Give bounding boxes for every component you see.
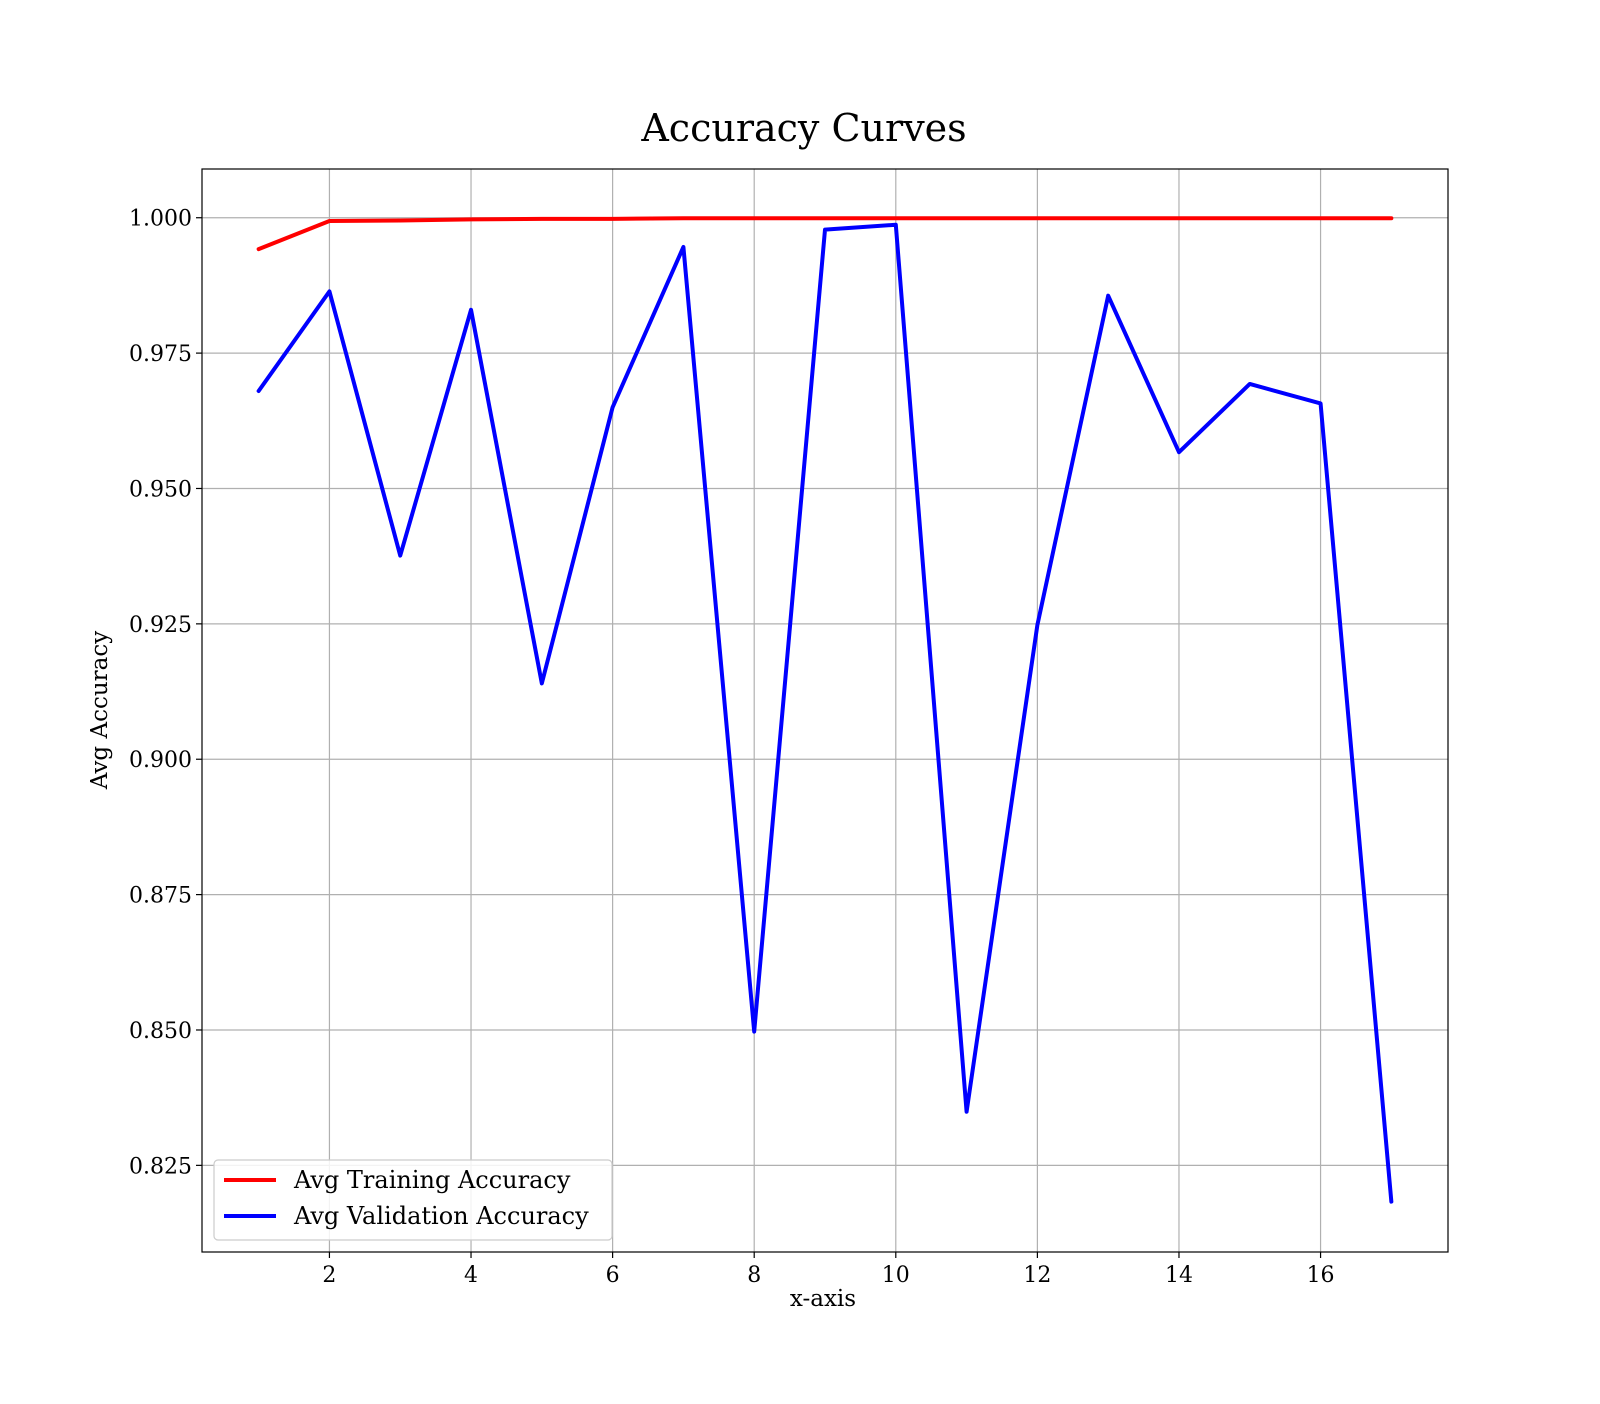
x-tick-label: 8 <box>747 1263 761 1288</box>
y-tick-label: 0.900 <box>129 748 192 773</box>
x-tick-label: 14 <box>1165 1263 1193 1288</box>
legend-box <box>213 1159 613 1241</box>
x-tick-label: 12 <box>1023 1263 1051 1288</box>
plot-frame <box>201 168 1449 1253</box>
y-tick-label: 0.875 <box>129 884 192 909</box>
x-tick-label: 4 <box>464 1263 478 1288</box>
series-line-training <box>256 216 1394 252</box>
y-tick-label: 0.950 <box>129 477 192 502</box>
legend-label: Avg Training Accuracy <box>293 1166 571 1194</box>
x-axis-label: x-axis <box>790 1286 856 1312</box>
x-tick-label: 10 <box>882 1263 910 1288</box>
y-tick-label: 1.000 <box>129 207 192 232</box>
series-lines <box>256 216 1394 1204</box>
series-line-validation <box>256 222 1394 1204</box>
legend-label: Avg Validation Accuracy <box>293 1202 589 1230</box>
y-tick-label: 0.925 <box>129 613 192 638</box>
x-tick-label: 16 <box>1307 1263 1335 1288</box>
x-tick-label: 2 <box>322 1263 336 1288</box>
y-axis-label: Avg Accuracy <box>87 631 113 790</box>
x-tick-label: 6 <box>606 1263 620 1288</box>
y-tick-label: 0.975 <box>129 342 192 367</box>
y-tick-label: 0.850 <box>129 1019 192 1044</box>
legend: Avg Training Accuracy Avg Validation Accu… <box>213 1159 613 1241</box>
axis-ticks: 2 4 6 8 10 12 14 16 0.825 0.850 0.875 0.900 0.925 0.9… <box>129 207 1335 1288</box>
grid-lines <box>202 169 1448 1252</box>
y-tick-label: 0.825 <box>129 1154 192 1179</box>
chart-title: Accuracy Curves <box>640 106 966 150</box>
